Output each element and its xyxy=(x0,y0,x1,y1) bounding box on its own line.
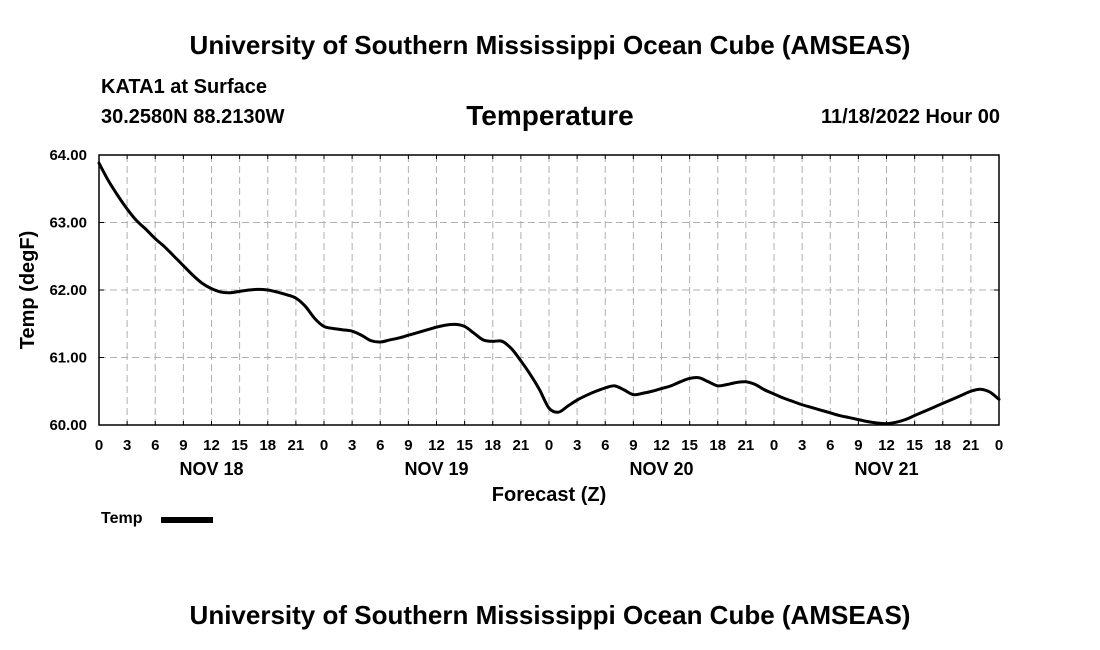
x-tick-label: 0 xyxy=(95,437,103,454)
day-label: NOV 21 xyxy=(854,459,918,479)
x-tick-label: 12 xyxy=(203,437,220,454)
x-tick-label: 3 xyxy=(573,437,581,454)
x-tick-label: 21 xyxy=(738,437,755,454)
series-line-temp xyxy=(97,161,1001,426)
x-tick-label: 15 xyxy=(681,437,698,454)
grid-lines xyxy=(99,155,999,425)
x-tick-label: 15 xyxy=(231,437,248,454)
y-tick-label: 62.00 xyxy=(49,282,87,299)
legend-label: Temp xyxy=(101,510,143,527)
x-tick-label: 6 xyxy=(826,437,834,454)
axes xyxy=(98,154,1000,426)
x-tick-label: 21 xyxy=(513,437,530,454)
station-coordinates: 30.2580N 88.2130W xyxy=(101,106,285,128)
main-title: University of Southern Mississippi Ocean… xyxy=(189,30,911,60)
x-tick-label: 18 xyxy=(709,437,726,454)
x-axis-title: Forecast (Z) xyxy=(492,484,606,506)
day-label: NOV 19 xyxy=(404,459,468,479)
variable-title: Temperature xyxy=(466,100,634,131)
x-tick-label: 0 xyxy=(770,437,778,454)
x-tick-label: 3 xyxy=(123,437,131,454)
x-tick-label: 9 xyxy=(179,437,187,454)
x-tick-label: 21 xyxy=(963,437,980,454)
x-tick-label: 12 xyxy=(878,437,895,454)
y-tick-label: 63.00 xyxy=(49,215,87,232)
x-tick-label: 21 xyxy=(288,437,305,454)
forecast-datetime: 11/18/2022 Hour 00 xyxy=(820,106,1000,128)
x-tick-label: 3 xyxy=(348,437,356,454)
x-tick-label: 15 xyxy=(906,437,923,454)
y-axis-title: Temp (degF) xyxy=(17,231,39,350)
x-tick-label: 18 xyxy=(934,437,951,454)
y-tick-label: 60.00 xyxy=(49,417,87,434)
station-label: KATA1 at Surface xyxy=(101,76,267,98)
day-label: NOV 18 xyxy=(179,459,243,479)
y-tick-label: 61.00 xyxy=(49,350,87,367)
plot-frame xyxy=(98,154,1000,426)
x-tick-label: 12 xyxy=(653,437,670,454)
x-tick-label: 9 xyxy=(404,437,412,454)
x-tick-label: 9 xyxy=(629,437,637,454)
x-tick-label: 6 xyxy=(601,437,609,454)
x-tick-label: 18 xyxy=(259,437,276,454)
x-tick-label: 15 xyxy=(456,437,473,454)
y-tick-label: 64.00 xyxy=(49,147,87,164)
axis-labels: 0 3 6 9 12 15 18 21 0 3 6 9 12 15 18 21 0 3 6 9 12 15 18 21 0 3 6 9… xyxy=(17,147,1003,506)
x-tick-label: 9 xyxy=(854,437,862,454)
x-tick-label: 0 xyxy=(545,437,553,454)
x-tick-label: 0 xyxy=(320,437,328,454)
x-tick-label: 12 xyxy=(428,437,445,454)
x-tick-label: 18 xyxy=(484,437,501,454)
x-tick-label: 3 xyxy=(798,437,806,454)
x-tick-label: 6 xyxy=(151,437,159,454)
footer-title: University of Southern Mississippi Ocean… xyxy=(189,600,911,630)
series-layer xyxy=(97,161,1001,426)
x-tick-label: 0 xyxy=(995,437,1003,454)
x-tick-label: 6 xyxy=(376,437,384,454)
legend-swatch xyxy=(161,517,213,523)
day-label: NOV 20 xyxy=(629,459,693,479)
